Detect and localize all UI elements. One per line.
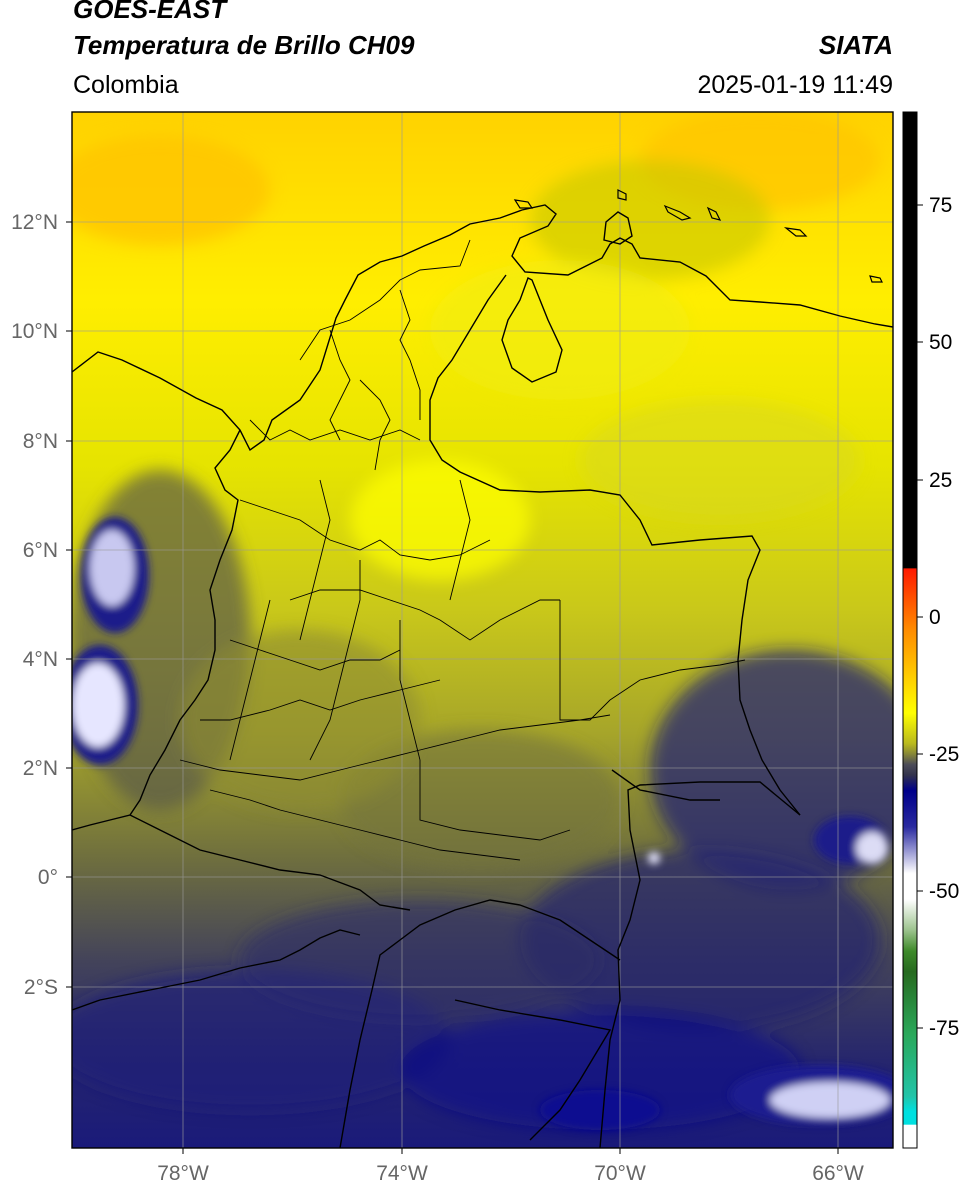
longitude-axis: 78°W 74°W 70°W 66°W bbox=[157, 1148, 864, 1185]
satellite-title: GOES-EAST bbox=[73, 0, 227, 24]
timestamp-label: 2025-01-19 11:49 bbox=[697, 71, 893, 99]
lat-tick-label: 10°N bbox=[11, 320, 58, 343]
lat-tick-label: 12°N bbox=[11, 211, 58, 234]
cold-cloud-tops bbox=[72, 517, 893, 1130]
colorbar-tick-label: 0 bbox=[929, 606, 941, 629]
cloud-texture bbox=[72, 112, 893, 1130]
lon-tick-label: 66°W bbox=[812, 1162, 864, 1185]
lat-tick-label: 2°N bbox=[23, 757, 58, 780]
colorbar-tick-label: -50 bbox=[929, 880, 959, 903]
lat-tick-label: 8°N bbox=[23, 430, 58, 453]
paraguana bbox=[603, 211, 633, 245]
region-label: Colombia bbox=[73, 71, 179, 99]
colorbar-tick-label: 25 bbox=[929, 469, 952, 492]
department-boundaries bbox=[179, 239, 746, 861]
lake-maracaibo bbox=[501, 277, 563, 383]
colorbar bbox=[902, 111, 918, 1149]
graticule bbox=[72, 112, 893, 1148]
source-label: SIATA bbox=[818, 30, 893, 60]
lon-tick-label: 74°W bbox=[376, 1162, 428, 1185]
lat-tick-label: 0° bbox=[38, 866, 58, 889]
lon-tick-label: 70°W bbox=[594, 1162, 646, 1185]
colorbar-ticks: 75 50 25 0 -25 -50 -75 bbox=[917, 194, 959, 1040]
latitude-axis: 12°N 10°N 8°N 6°N 4°N 2°N 0° 2°S bbox=[11, 211, 72, 999]
map-frame bbox=[71, 111, 894, 1149]
coastlines-borders bbox=[72, 204, 893, 1148]
product-title: Temperatura de Brillo CH09 bbox=[73, 30, 415, 60]
lat-tick-label: 6°N bbox=[23, 539, 58, 562]
border-colombia-peru bbox=[339, 899, 621, 1148]
border-ecuador-peru bbox=[72, 929, 361, 1011]
colorbar-tick-label: 50 bbox=[929, 331, 952, 354]
lat-tick-label: 4°N bbox=[23, 648, 58, 671]
colorbar-tick-label: 75 bbox=[929, 194, 952, 217]
border-colombia-venezuela bbox=[429, 274, 801, 816]
border-colombia-ecuador bbox=[129, 814, 411, 911]
islands bbox=[513, 189, 883, 283]
lon-tick-label: 78°W bbox=[157, 1162, 209, 1185]
border-peru-brazil bbox=[454, 999, 612, 1141]
border-venezuela-guyana bbox=[611, 769, 720, 801]
border-colombia-brazil bbox=[599, 781, 801, 1148]
colorbar-tick-label: -75 bbox=[929, 1017, 959, 1040]
colorbar-tick-label: -25 bbox=[929, 743, 959, 766]
coastline-south-america bbox=[72, 204, 893, 452]
coastline-pacific bbox=[72, 429, 241, 831]
lat-tick-label: 2°S bbox=[24, 976, 58, 999]
